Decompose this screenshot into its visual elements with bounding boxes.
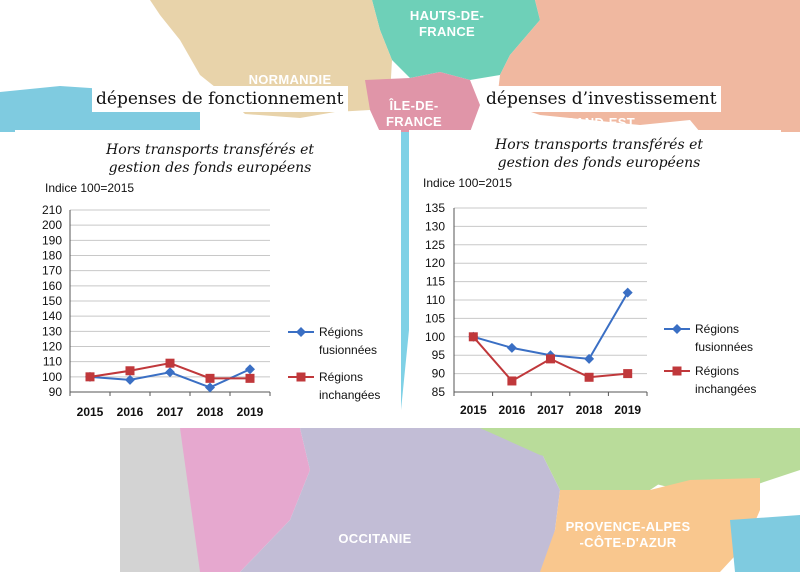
region-corse-sea <box>730 515 800 572</box>
region-label-hauts-de-france: HAUTS-DE- <box>410 8 484 23</box>
data-point-inchangees <box>507 376 517 386</box>
y-tick-label: 120 <box>425 256 445 270</box>
data-point-inchangees <box>205 373 215 383</box>
y-tick-label: 130 <box>425 219 445 233</box>
x-tick-label: 2018 <box>576 403 603 417</box>
y-axis-label: Indice 100=2015 <box>45 181 134 195</box>
data-point-fusionnees <box>584 353 595 364</box>
legend-marker <box>672 366 682 376</box>
data-point-inchangees <box>546 354 555 364</box>
region-nouvelle-aquitaine-pink <box>180 428 310 572</box>
y-tick-label: 90 <box>432 367 446 381</box>
region-label-paca-2: -CÔTE-D'AZUR <box>580 535 677 550</box>
data-point-fusionnees <box>125 374 135 385</box>
region-grand-est <box>498 0 800 132</box>
y-tick-label: 120 <box>42 340 62 354</box>
region-label-occitanie: OCCITANIE <box>338 531 411 546</box>
y-tick-label: 170 <box>42 264 62 278</box>
y-tick-label: 100 <box>425 330 445 344</box>
x-tick-label: 2017 <box>537 403 564 417</box>
y-tick-label: 180 <box>42 249 62 263</box>
x-tick-label: 2017 <box>157 405 184 419</box>
region-label-paca: PROVENCE-ALPES <box>566 519 691 534</box>
right-panel-heading: dépenses d’investissement <box>482 86 721 112</box>
x-tick-label: 2018 <box>197 405 224 419</box>
data-point-fusionnees <box>165 367 175 378</box>
region-auvergne-rhone-alpes-2 <box>480 428 800 490</box>
y-tick-label: 110 <box>426 293 445 307</box>
chart-title-line: Hors transports transférés et <box>494 137 703 153</box>
y-tick-label: 135 <box>425 201 445 215</box>
chart-fonctionnement: Hors transports transférés et gestion des… <box>42 142 380 419</box>
left-panel-heading: dépenses de fonctionnement <box>92 86 348 112</box>
chart-title-line: gestion des fonds européens <box>109 160 312 176</box>
y-tick-label: 100 <box>42 370 62 384</box>
data-point-inchangees <box>85 372 95 382</box>
y-tick-label: 210 <box>42 203 62 217</box>
y-tick-label: 160 <box>42 279 62 293</box>
legend-label: Régions <box>695 322 739 336</box>
legend-label: inchangées <box>695 382 756 396</box>
y-tick-label: 85 <box>432 385 446 399</box>
chart-panel-fonctionnement: Hors transports transférés et gestion des… <box>15 130 401 428</box>
data-point-inchangees <box>584 372 594 382</box>
data-point-inchangees <box>468 332 478 342</box>
y-tick-label: 140 <box>42 309 62 323</box>
legend-marker <box>296 327 306 337</box>
data-point-inchangees <box>245 373 255 383</box>
x-tick-label: 2016 <box>499 403 526 417</box>
region-label-grand-est: GRAND-EST <box>555 115 635 130</box>
x-tick-label: 2019 <box>237 405 264 419</box>
y-tick-label: 105 <box>425 311 445 325</box>
region-label-hauts-de-france-2: FRANCE <box>419 24 475 39</box>
region-occitanie <box>240 428 560 572</box>
chart-investissement: Hors transports transférés et gestion des… <box>423 137 756 417</box>
x-tick-label: 2015 <box>460 403 487 417</box>
data-point-fusionnees <box>245 364 255 375</box>
data-point-fusionnees <box>205 382 215 393</box>
x-tick-label: 2016 <box>117 405 144 419</box>
data-point-fusionnees <box>622 287 633 298</box>
chart-panel-investissement: Hors transports transférés et gestion des… <box>409 130 781 428</box>
y-tick-label: 200 <box>42 218 62 232</box>
y-tick-label: 125 <box>425 238 445 252</box>
y-tick-label: 110 <box>43 355 62 369</box>
region-label-normandie: NORMANDIE <box>249 72 332 87</box>
y-tick-label: 190 <box>42 233 62 247</box>
region-hauts-de-france <box>372 0 540 80</box>
legend-label: inchangées <box>319 388 380 402</box>
region-paca <box>540 478 760 572</box>
data-point-inchangees <box>623 369 633 379</box>
chart-title-line: Hors transports transférés et <box>105 142 314 158</box>
y-tick-label: 95 <box>432 348 446 362</box>
legend-label: Régions <box>319 325 363 339</box>
region-ile-de-france <box>365 72 480 132</box>
chart-title-line: gestion des fonds européens <box>498 155 701 171</box>
data-point-inchangees <box>125 366 135 376</box>
legend-marker <box>296 372 306 382</box>
x-tick-label: 2019 <box>614 403 641 417</box>
data-point-fusionnees <box>506 342 517 353</box>
region-label-ile-de-france: ÎLE-DE- <box>388 98 438 113</box>
y-axis-label: Indice 100=2015 <box>423 176 512 190</box>
legend-label: fusionnées <box>319 343 377 357</box>
y-tick-label: 150 <box>42 294 62 308</box>
y-tick-label: 90 <box>49 385 63 399</box>
y-tick-label: 130 <box>42 324 62 338</box>
series-line <box>473 292 629 360</box>
legend-label: fusionnées <box>695 340 753 354</box>
legend-label: Régions <box>695 364 739 378</box>
data-point-inchangees <box>165 358 175 368</box>
region-label-ile-de-france-2: FRANCE <box>386 114 442 129</box>
x-tick-label: 2015 <box>77 405 104 419</box>
legend-label: Régions <box>319 370 363 384</box>
y-tick-label: 115 <box>426 275 445 289</box>
legend-marker <box>672 324 682 334</box>
